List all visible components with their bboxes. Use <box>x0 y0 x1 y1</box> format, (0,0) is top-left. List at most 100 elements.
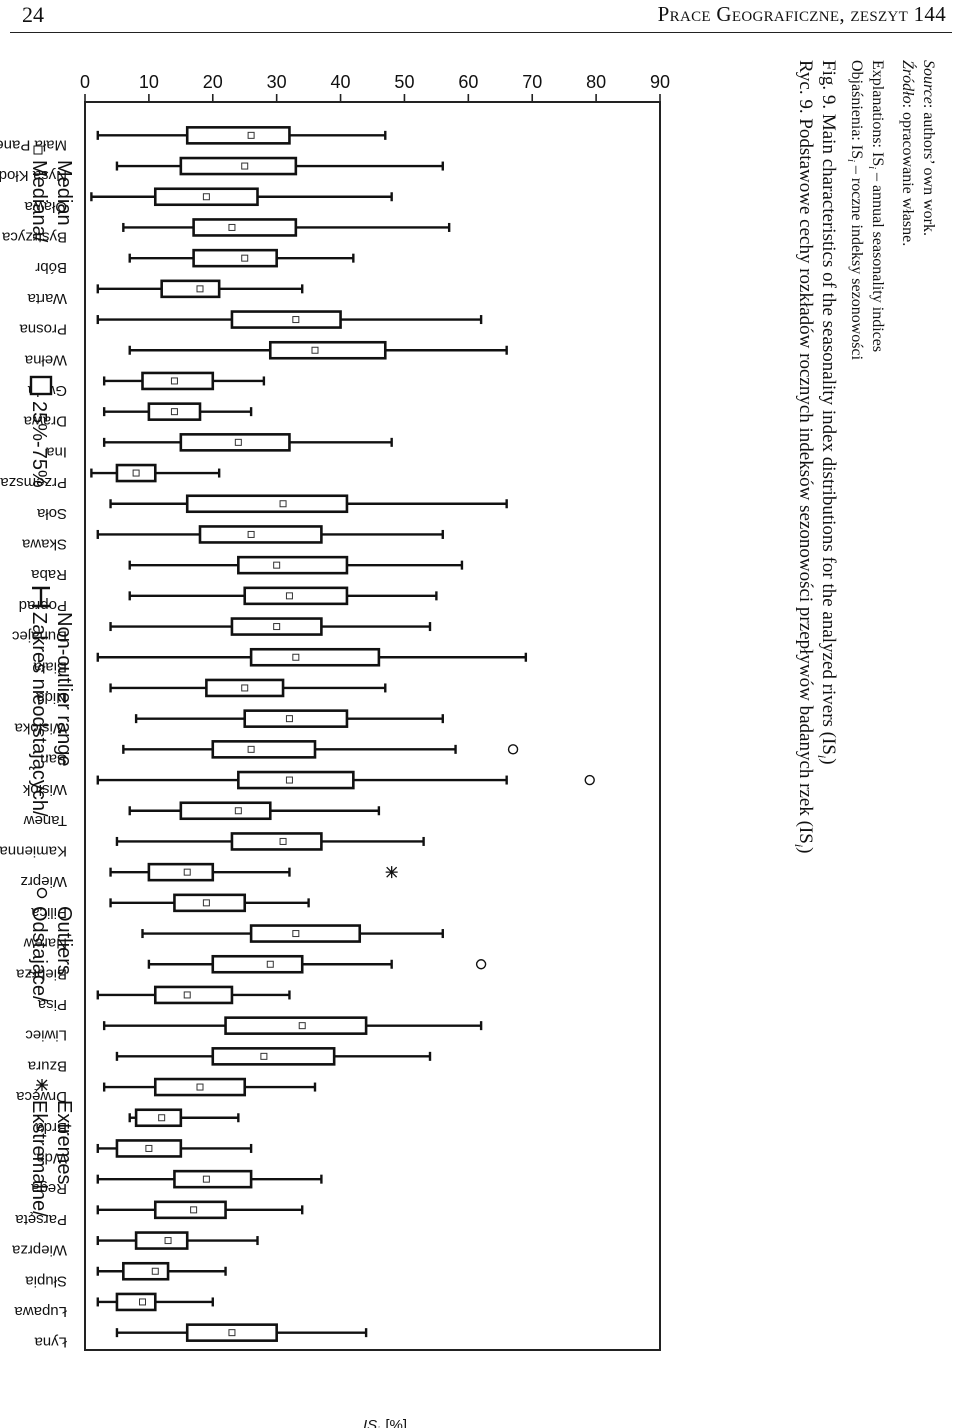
box-plot-32 <box>128 1108 240 1128</box>
y-tick-label: 20 <box>203 72 223 92</box>
box-plot-19 <box>134 709 444 728</box>
iqr-box <box>243 586 349 606</box>
category-label: Oława <box>24 198 67 215</box>
iqr-box <box>115 1292 157 1312</box>
category-label: Słupia <box>25 1272 67 1289</box>
outlier-point <box>507 744 519 755</box>
box-plot-17 <box>96 647 528 667</box>
category-label: Rega <box>30 1180 67 1197</box>
iqr-box <box>192 218 298 237</box>
note-explanations-sub: i <box>866 166 877 169</box>
median-marker <box>234 438 242 446</box>
caption-en: Fig. 9. Main characteristics of the seas… <box>815 60 839 765</box>
category-label: Nysa Kłodzka <box>0 167 67 184</box>
category-label: Łyna <box>34 1334 67 1351</box>
median-marker <box>285 592 293 600</box>
category-label: Bystrzyca <box>1 228 67 245</box>
median-marker <box>298 1022 306 1030</box>
y-tick-label: 10 <box>139 72 159 92</box>
iqr-box <box>224 1016 368 1035</box>
iqr-box <box>249 924 362 943</box>
category-label: Tanew <box>23 812 67 829</box>
category-label: Dunajec <box>11 628 67 645</box>
median-marker <box>241 162 249 170</box>
rotated-content: 0 10 20 30 40 50 60 70 80 90 Mała Panew Nysa Kłodz… <box>0 60 937 1428</box>
note-source-en: Source: authors’ own work. <box>920 60 937 236</box>
legend-extreme-symbol <box>36 1079 48 1091</box>
legend-range-label-1: Zakres nieodstających/ <box>28 612 50 817</box>
box-plot-15 <box>128 586 438 606</box>
median-marker <box>196 1083 204 1091</box>
iqr-box <box>243 709 349 728</box>
iqr-box <box>192 248 278 268</box>
median-marker <box>170 408 178 416</box>
category-label: Brda <box>35 1119 67 1136</box>
y-axis-label: ISi [%] <box>363 1417 407 1428</box>
median-marker <box>228 1329 236 1337</box>
median-marker <box>311 346 319 354</box>
box-plot-13 <box>96 525 444 544</box>
category-label: Soła <box>36 505 67 522</box>
median-marker <box>145 1144 153 1152</box>
outlier-point <box>584 774 595 786</box>
iqr-box <box>179 156 298 176</box>
category-label: Kamienna <box>0 842 67 859</box>
header-rule <box>10 32 952 33</box>
note-objasnienia-prefix: Objaśnienia: IS <box>848 60 865 159</box>
median-marker <box>241 684 249 692</box>
note-source-en-rest: : authors’ own work. <box>920 104 937 236</box>
legend-extremes-label-1: Ekstremalne/ <box>28 1100 50 1217</box>
median-marker <box>247 131 255 139</box>
page-header: 24 Prace Geograficzne, zeszyt 144 <box>0 0 960 40</box>
iqr-box <box>185 494 349 514</box>
median-marker <box>202 899 210 907</box>
plot-frame <box>84 101 661 1351</box>
box-plot-14 <box>128 555 464 575</box>
legend-median-label-1: Mediana/ <box>28 160 50 243</box>
legend-median: Mediana/ Median <box>28 145 75 243</box>
iqr-box <box>268 340 387 360</box>
median-marker <box>158 1114 166 1122</box>
category-label: Skawa <box>21 535 67 552</box>
caption-en-sub: i <box>815 755 829 758</box>
legend-extremes-label-2: Extremes <box>53 1100 75 1184</box>
median-marker <box>292 653 300 661</box>
y-tick-label: 80 <box>586 72 606 92</box>
category-label: Wełna <box>24 351 67 368</box>
box-plot-36 <box>96 1231 259 1250</box>
note-source-pl: Źródło: opracowanie własne. <box>899 60 918 246</box>
median-marker <box>279 500 287 508</box>
box-plot-37 <box>96 1261 227 1281</box>
category-label: Wisłoka <box>14 720 67 737</box>
caption-pl: Ryc. 9. Podstawowe cechy rozkładów roczn… <box>792 60 816 853</box>
box-plot-25 <box>109 893 310 913</box>
median-marker <box>228 223 236 231</box>
category-label: Mała Panew <box>0 136 67 153</box>
median-marker <box>139 1298 146 1306</box>
median-marker <box>196 285 204 293</box>
median-marker <box>247 530 255 538</box>
category-label: Pilica <box>30 904 67 921</box>
box-plot-16 <box>109 617 432 636</box>
category-label: Bóbr <box>35 259 67 276</box>
note-explanations-rest: – annual seasonality indices <box>869 169 886 352</box>
iqr-box <box>198 525 323 544</box>
category-label: Ina <box>45 443 67 460</box>
legend-range-label-2: Non-outlier range <box>53 612 75 767</box>
box-plot-0 <box>96 126 387 145</box>
category-label: Parsęta <box>15 1211 67 1228</box>
category-label: Pisa <box>37 996 67 1013</box>
box-plot-1 <box>115 156 444 176</box>
caption-en-text: Fig. 9. Main characteristics of the seas… <box>818 60 839 755</box>
median-marker <box>273 561 281 569</box>
note-source-en-label: Source <box>920 60 937 104</box>
box-plot-34 <box>96 1169 323 1189</box>
category-label: Wieprz <box>20 873 67 890</box>
category-label: Wisłok <box>22 781 67 798</box>
category-label: Bzura <box>27 1057 67 1074</box>
box-plot-24 <box>109 862 398 882</box>
box-plot-31 <box>102 1077 317 1097</box>
iqr-box <box>237 770 355 790</box>
note-objasnienia-rest: – roczne indeksy sezonowości <box>848 162 865 361</box>
box-plot-2 <box>90 187 393 207</box>
